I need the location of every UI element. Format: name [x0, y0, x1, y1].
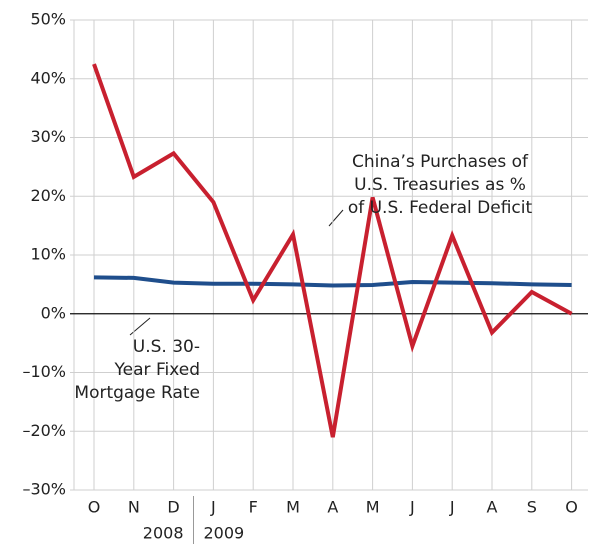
y-tick-label: –30% [22, 480, 66, 499]
y-tick-label: 30% [30, 127, 66, 146]
series-annotation: Year Fixed [114, 360, 200, 380]
series-annotation: China’s Purchases of [352, 152, 529, 172]
series-annotation: of U.S. Federal Deficit [348, 198, 533, 218]
leader-line [328, 209, 344, 227]
x-tick-label: O [88, 498, 101, 517]
x-tick-label: S [527, 498, 537, 517]
y-tick-label: 0% [41, 303, 66, 322]
x-tick-label: M [286, 498, 300, 517]
series-line [92, 63, 573, 438]
x-tick-label: J [449, 498, 455, 517]
series-annotation: U.S. 30- [133, 337, 200, 357]
x-tick-label: D [167, 498, 179, 517]
y-tick-label: 10% [30, 245, 66, 264]
y-tick-label: –10% [22, 362, 66, 381]
x-tick-label: A [487, 498, 498, 517]
x-tick-label: O [565, 498, 578, 517]
series-annotation: Mortgage Rate [74, 383, 200, 403]
y-tick-label: 50% [30, 10, 66, 29]
y-tick-label: 40% [30, 68, 66, 87]
x-tick-label: F [249, 498, 258, 517]
x-tick-label: J [409, 498, 415, 517]
series-annotation: U.S. Treasuries as % [354, 175, 526, 195]
leader-line [129, 317, 151, 336]
x-tick-label: N [128, 498, 140, 517]
x-tick-label: A [327, 498, 338, 517]
y-tick-label: –20% [22, 421, 66, 440]
year-label: 2008 [143, 524, 184, 543]
series-line [93, 275, 572, 288]
year-label: 2009 [204, 524, 245, 543]
y-tick-label: 20% [30, 186, 66, 205]
x-tick-label: J [210, 498, 216, 517]
x-tick-label: M [366, 498, 380, 517]
